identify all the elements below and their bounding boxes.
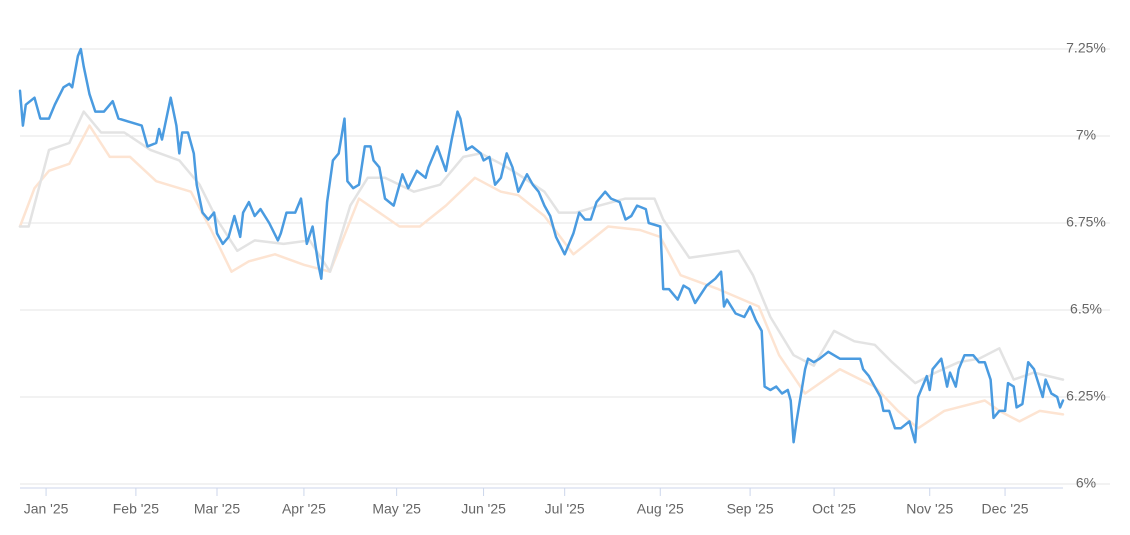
x-tick-label: Jan '25: [24, 501, 69, 517]
x-tick-label: Sep '25: [727, 501, 774, 517]
x-tick-label: Aug '25: [637, 501, 684, 517]
x-tick-label: Dec '25: [982, 501, 1029, 517]
series-line: [18, 110, 1065, 385]
x-tick-label: May '25: [372, 501, 421, 517]
y-tick-label: 7.25%: [1066, 40, 1106, 56]
x-tick-label: Jun '25: [461, 501, 506, 517]
series-line: [18, 124, 1065, 430]
y-tick-label: 7%: [1076, 127, 1096, 143]
x-tick-label: Mar '25: [194, 501, 240, 517]
series-line: [18, 47, 1065, 444]
x-tick-label: Oct '25: [812, 501, 856, 517]
y-tick-label: 6.75%: [1066, 214, 1106, 230]
x-tick-label: Jul '25: [545, 501, 585, 517]
y-tick-label: 6.5%: [1070, 301, 1102, 317]
x-tick-label: Nov '25: [906, 501, 953, 517]
x-tick-label: Feb '25: [113, 501, 159, 517]
y-tick-label: 6%: [1076, 475, 1096, 491]
x-tick-label: Apr '25: [282, 501, 326, 517]
y-tick-label: 6.25%: [1066, 388, 1106, 404]
